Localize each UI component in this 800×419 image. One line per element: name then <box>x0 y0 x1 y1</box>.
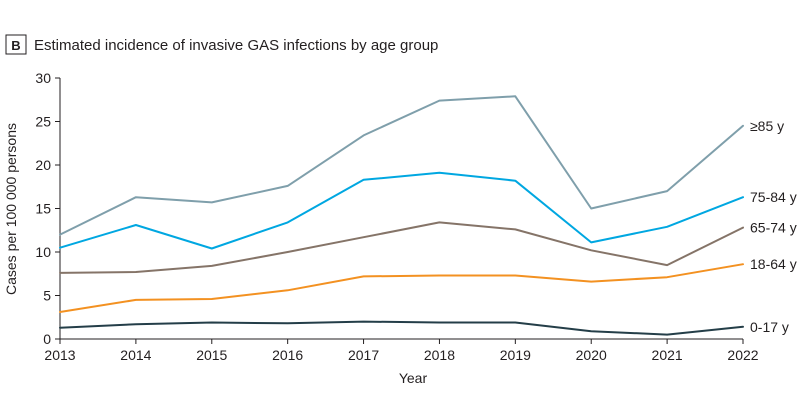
x-tick-label: 2020 <box>576 347 607 363</box>
series-label-65-74-y: 65-74 y <box>750 220 797 236</box>
y-tick-label: 20 <box>35 157 51 173</box>
x-tick-label: 2022 <box>727 347 758 363</box>
panel-letter-box <box>5 34 27 55</box>
x-ticks: 2013 2014 2015 2016 2017 2018 2019 2020 2021 2022 <box>44 339 759 363</box>
series-lines <box>59 95 744 336</box>
series-line-85-y <box>59 95 744 236</box>
x-tick-label: 2015 <box>196 347 227 363</box>
panel-letter: B <box>11 38 20 53</box>
y-axis-title: Cases per 100 000 persons <box>3 123 19 295</box>
series-line-0-17-y <box>59 320 744 336</box>
y-tick-label: 0 <box>43 331 51 347</box>
series-line-75-84-y <box>59 171 744 250</box>
x-axis-title: Year <box>399 370 428 386</box>
series-line-18-64-y <box>59 263 744 313</box>
series-label-85-y: ≥85 y <box>750 118 784 134</box>
y-tick-label: 25 <box>35 114 51 130</box>
x-tick-label: 2019 <box>500 347 531 363</box>
y-tick-label: 15 <box>35 201 51 217</box>
x-tick-label: 2014 <box>120 347 151 363</box>
series-line-65-74-y <box>59 221 744 274</box>
series-label-0-17-y: 0-17 y <box>750 319 789 335</box>
series-label-75-84-y: 75-84 y <box>750 189 797 205</box>
x-tick-label: 2016 <box>272 347 303 363</box>
y-tick-label: 10 <box>35 244 51 260</box>
x-tick-label: 2018 <box>424 347 455 363</box>
x-tick-label: 2013 <box>44 347 75 363</box>
x-tick-label: 2021 <box>652 347 683 363</box>
y-ticks: 0 5 10 15 20 25 30 <box>35 70 60 347</box>
series-labels: ≥85 y 75-84 y 65-74 y 18-64 y 0-17 y <box>750 118 797 335</box>
chart-title: Estimated incidence of invasive GAS infe… <box>34 37 438 54</box>
series-label-18-64-y: 18-64 y <box>750 256 797 272</box>
x-tick-label: 2017 <box>348 347 379 363</box>
y-tick-label: 30 <box>35 70 51 86</box>
y-tick-label: 5 <box>43 288 51 304</box>
